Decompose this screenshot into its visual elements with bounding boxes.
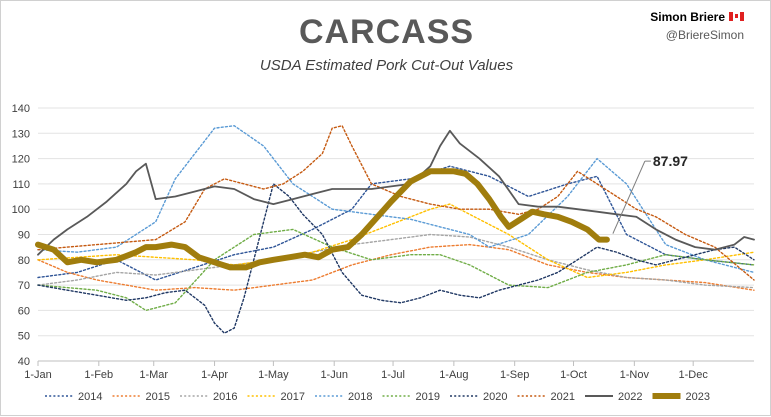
legend-label-2018: 2018 (348, 391, 372, 403)
chart-subtitle: USDA Estimated Pork Cut-Out Values (259, 57, 514, 74)
x-tick-label: 1-Feb (84, 369, 113, 381)
series-line-2014 (37, 165, 755, 281)
series-line-2020 (37, 183, 755, 334)
x-tick-label: 1-Mar (139, 369, 168, 381)
series-line-2017 (37, 203, 755, 279)
series-line-2019 (37, 228, 755, 312)
author-handle: @BriereSimon (665, 28, 744, 42)
legend-label-2017: 2017 (281, 391, 305, 403)
x-tick-label: 1-Sep (500, 369, 529, 381)
legend-label-2020: 2020 (483, 391, 507, 403)
y-tick-label: 80 (18, 255, 30, 267)
legend: 2014 2015 2016 2017 2018 2019 2020 2021 2022 2023 (45, 391, 710, 403)
annotation-leader-line (612, 160, 646, 234)
author-credit: Simon Briere @BriereSimon (650, 10, 744, 42)
x-tick-label: 1-Dec (679, 369, 709, 381)
legend-label-2023: 2023 (686, 391, 710, 403)
y-tick-label: 140 (12, 103, 30, 115)
legend-label-2016: 2016 (213, 391, 237, 403)
y-tick-label: 130 (12, 128, 30, 140)
y-tick-label: 120 (12, 154, 30, 166)
author-name: Simon Briere (650, 10, 725, 24)
annotation-label: 87.97 (653, 153, 688, 169)
series-line-2022 (37, 129, 755, 256)
y-tick-label: 50 (18, 331, 30, 343)
legend-label-2021: 2021 (551, 391, 575, 403)
y-tick-label: 90 (18, 230, 30, 242)
chart-title: CARCASS (298, 13, 475, 51)
legend-label-2019: 2019 (416, 391, 440, 403)
x-tick-label: 1-Nov (620, 369, 650, 381)
y-tick-label: 70 (18, 280, 30, 292)
legend-label-2015: 2015 (146, 391, 170, 403)
series-line-2015 (37, 243, 755, 291)
y-axis: 40 50 60 70 80 90 100 110 120 130 140 (12, 103, 30, 368)
x-tick-label: 1-Jul (381, 369, 405, 381)
annotation: 87.97 (612, 153, 688, 234)
y-tick-label: 40 (18, 356, 30, 368)
y-tick-label: 100 (12, 204, 30, 216)
series-line-2018 (37, 124, 755, 274)
gridlines (38, 107, 754, 362)
canada-flag-icon (729, 12, 744, 21)
x-tick-label: 1-May (258, 369, 289, 381)
y-tick-label: 60 (18, 305, 30, 317)
x-tick-label: 1-Jan (24, 369, 52, 381)
legend-label-2014: 2014 (78, 391, 102, 403)
series-line-2023 (35, 168, 610, 271)
legend-label-2022: 2022 (618, 391, 642, 403)
series-line-2016 (37, 233, 755, 289)
x-tick-label: 1-Oct (560, 369, 587, 381)
series-lines (35, 124, 755, 334)
series-line-2021 (37, 124, 755, 281)
x-tick-label: 1-Apr (201, 369, 228, 381)
x-tick-label: 1-Aug (439, 369, 468, 381)
x-axis: 1-Jan 1-Feb 1-Mar 1-Apr 1-May 1-Jun 1-Jul 1-Aug… (24, 360, 754, 381)
y-tick-label: 110 (12, 179, 30, 191)
x-tick-label: 1-Jun (320, 369, 348, 381)
